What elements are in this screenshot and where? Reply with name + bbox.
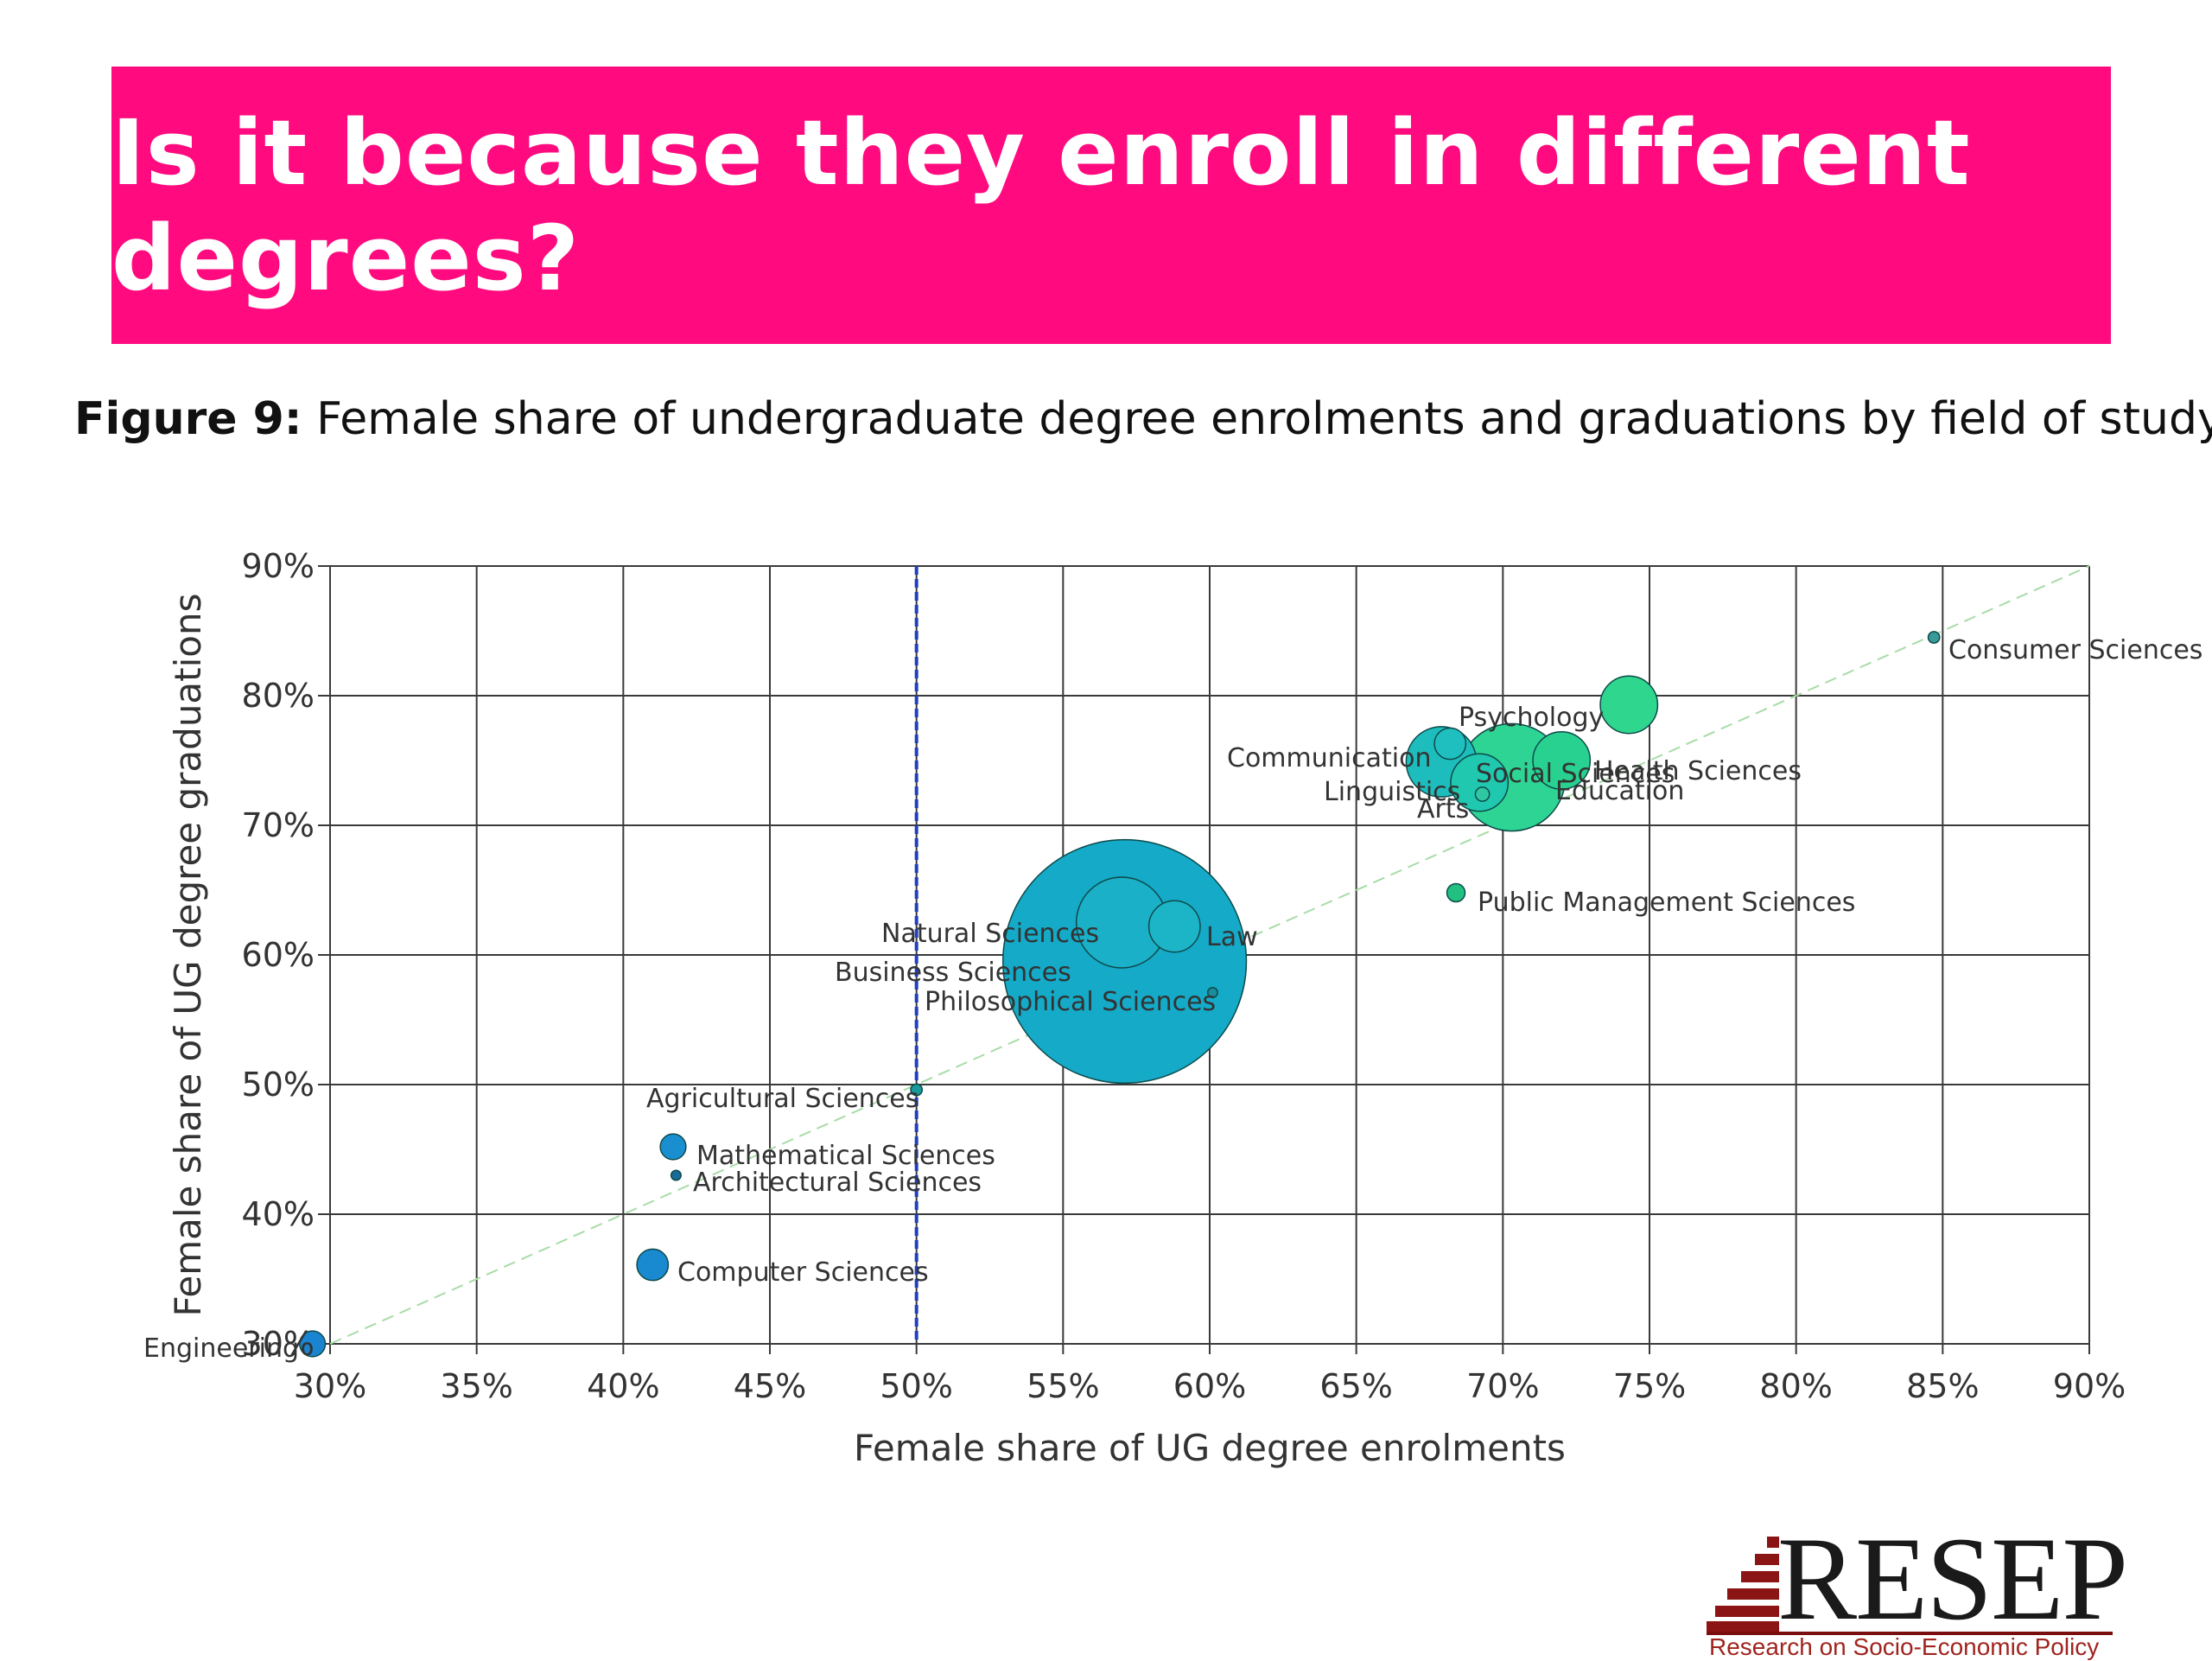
bubble-chart: Consumer Sciences Psychology Communication… [143,547,2202,1469]
figure-caption: Figure 9: Female share of undergraduate … [74,393,2212,445]
x-tick-label: 70% [1466,1367,1539,1405]
y-axis-label: Female share of UG degree graduations [167,593,209,1316]
x-tick-label: 60% [1173,1367,1246,1405]
bubble-point [670,1169,682,1181]
point-label: Natural Sciences [881,919,1099,949]
x-tick-label: 45% [734,1367,806,1405]
point-label: Public Management Sciences [1478,888,1855,918]
point-label: Social Sciences [1476,759,1675,789]
title-banner: Is it because they enroll in different d… [111,67,2111,344]
y-tick-label: 60% [242,936,315,974]
y-tick-label: 40% [242,1195,315,1233]
point-label: Computer Sciences [677,1257,929,1288]
bubble-point [1433,727,1467,760]
bubble-point [1450,753,1510,812]
resep-logo: RESEP Research on Socio-Economic Policy [1707,1519,2128,1660]
bubble-point [910,1083,924,1097]
point-label: Architectural Sciences [693,1168,982,1198]
y-tick-label: 80% [242,677,315,715]
x-tick-label: 90% [2053,1367,2126,1405]
bubble-point [659,1133,687,1161]
point-label: Education [1555,776,1684,806]
point-label: Linguistics [1324,777,1460,807]
logo-wordmark: RESEP [1777,1512,2128,1645]
logo-rule [1707,1632,2113,1635]
x-tick-label: 30% [294,1367,366,1405]
x-tick-label: 55% [1027,1367,1099,1405]
x-tick-label: 40% [587,1367,659,1405]
point-label: Communication [1227,743,1431,773]
x-axis-label: Female share of UG degree enrolments [854,1427,1566,1469]
x-tick-label: 85% [1906,1367,1979,1405]
figure-caption-text: Female share of undergraduate degree enr… [302,393,2212,445]
bubble-point [1147,900,1201,953]
point-label: Psychology [1459,703,1604,733]
slide-title: Is it because they enroll in different d… [111,99,1971,311]
point-label: Business Sciences [835,958,1071,988]
point-label: Health Sciences [1594,756,1802,786]
bubble-point [1927,631,1941,644]
bubble-point [1532,731,1592,790]
bubble-point [299,1330,327,1358]
y-tick-label: 30% [242,1325,315,1363]
figure-caption-lead: Figure 9: [74,393,302,445]
point-label: Agricultural Sciences [646,1084,918,1114]
point-label: Law [1206,922,1258,952]
y-tick-label: 90% [242,547,315,585]
y-tick-label: 70% [242,806,315,844]
point-label: Consumer Sciences [1948,635,2202,665]
point-label: Engineering [143,1333,299,1364]
bubble-point [1446,882,1466,903]
point-label: Philosophical Sciences [925,987,1216,1017]
y-tick-label: 50% [242,1066,315,1104]
bubble-point [1474,786,1491,802]
point-label: Mathematical Sciences [696,1141,995,1171]
x-tick-label: 75% [1613,1367,1686,1405]
x-tick-label: 65% [1319,1367,1392,1405]
bubble-point [1599,675,1659,735]
x-tick-label: 80% [1759,1367,1832,1405]
point-label: Arts [1417,794,1469,824]
bubble-point [1206,986,1218,999]
logo-subtitle: Research on Socio-Economic Policy [1709,1633,2100,1660]
x-tick-label: 50% [880,1367,952,1405]
x-tick-label: 35% [440,1367,512,1405]
bubble-point [636,1248,670,1282]
